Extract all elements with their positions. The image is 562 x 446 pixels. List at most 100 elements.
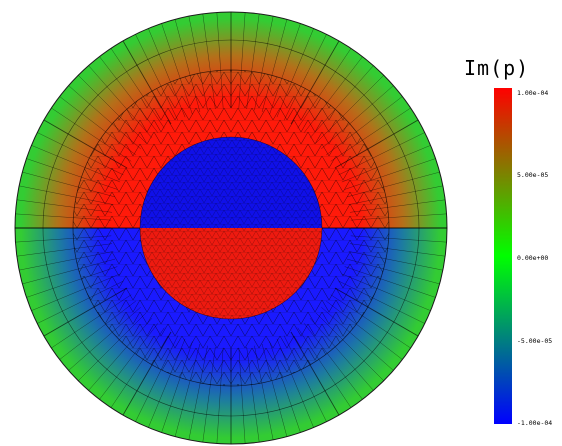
- colorbar-tick-label: 5.00e-05: [517, 171, 549, 179]
- mesh-line: [303, 54, 364, 133]
- mesh-line: [98, 323, 159, 402]
- mesh-line: [309, 318, 375, 393]
- mesh-line: [29, 144, 121, 183]
- mesh-line: [321, 306, 396, 372]
- mesh-line: [121, 331, 172, 418]
- mesh-line: [121, 38, 172, 125]
- mesh-line: [330, 294, 413, 350]
- colorbar-tick-label: -1.00e-04: [517, 419, 553, 427]
- mesh-line: [109, 327, 165, 410]
- mesh-line: [290, 38, 341, 125]
- mesh-line: [98, 54, 159, 133]
- mesh-line: [261, 343, 288, 439]
- mesh-line: [346, 258, 442, 285]
- mesh-line: [15, 243, 113, 257]
- mesh-line: [350, 235, 447, 243]
- mesh-line: [261, 17, 288, 113]
- mesh-line: [350, 213, 447, 221]
- mesh-line: [147, 338, 186, 430]
- mesh-line: [290, 331, 341, 418]
- mesh-line: [297, 327, 353, 410]
- mesh-line: [344, 157, 438, 190]
- mesh-line: [341, 144, 433, 183]
- mesh-line: [348, 251, 445, 271]
- mesh-line: [20, 171, 116, 198]
- mesh-line: [20, 258, 116, 285]
- mesh-line: [109, 46, 165, 129]
- mesh-line: [269, 341, 302, 435]
- mesh-line: [283, 32, 328, 121]
- mesh-line: [49, 106, 132, 162]
- mesh-line: [346, 171, 442, 198]
- mesh-line: [66, 306, 141, 372]
- mesh-line: [188, 345, 208, 442]
- mesh-line: [216, 12, 224, 109]
- mesh-line: [202, 12, 216, 110]
- mesh-line: [35, 280, 124, 325]
- mesh-line: [15, 199, 113, 213]
- mesh-line: [326, 95, 405, 156]
- mesh-line: [349, 199, 447, 213]
- colorbar-title: Im(p): [464, 56, 530, 80]
- mesh-line: [15, 213, 112, 221]
- mesh-line: [330, 106, 413, 162]
- mesh-line: [41, 287, 128, 338]
- mesh-line: [344, 266, 438, 299]
- mesh-line: [17, 251, 114, 271]
- mesh-line: [246, 346, 260, 444]
- mesh-line: [87, 318, 153, 393]
- mesh-line: [147, 26, 186, 118]
- colorbar-tick-label: 1.00e-04: [517, 89, 549, 97]
- mesh-line: [315, 73, 386, 144]
- mesh-line: [174, 17, 201, 113]
- mesh-line: [254, 345, 274, 442]
- mesh-line: [174, 343, 201, 439]
- mesh-line: [338, 280, 427, 325]
- mesh-line: [303, 323, 364, 402]
- mesh-line: [238, 12, 246, 109]
- mesh-line: [216, 347, 224, 444]
- mesh-line: [334, 287, 421, 338]
- mesh-line: [326, 300, 405, 361]
- mesh-line: [334, 118, 421, 169]
- mesh-line: [254, 14, 274, 111]
- mesh-line: [188, 14, 208, 111]
- colorbar: [494, 88, 512, 424]
- mesh-line: [348, 185, 445, 205]
- mesh-line: [276, 26, 315, 118]
- mesh-line: [202, 346, 216, 444]
- mesh-line: [349, 243, 447, 257]
- mesh-line: [76, 73, 147, 144]
- mesh-line: [24, 157, 118, 190]
- colorbar-tick-label: -5.00e-05: [517, 337, 553, 345]
- colorbar-tick-label: 0.00e+00: [517, 254, 549, 262]
- mesh-line: [49, 294, 132, 350]
- mesh-line: [341, 273, 433, 312]
- mesh-line: [160, 341, 193, 435]
- inner-sphere: [139, 136, 323, 320]
- mesh-line: [238, 347, 246, 444]
- mesh-line: [87, 63, 153, 138]
- mesh-line: [269, 21, 302, 115]
- radial-mesh-lines: [15, 12, 447, 444]
- mesh-line: [29, 273, 121, 312]
- mesh-line: [57, 300, 136, 361]
- mesh-line: [276, 338, 315, 430]
- mesh-line: [321, 84, 396, 150]
- mesh-line: [76, 312, 147, 383]
- mesh-line: [309, 63, 375, 138]
- mesh-line: [315, 312, 386, 383]
- mesh-line: [134, 335, 179, 424]
- mesh-line: [338, 131, 427, 176]
- mesh-line: [17, 185, 114, 205]
- mesh-line: [134, 32, 179, 121]
- mesh-line: [297, 46, 353, 129]
- mesh-line: [15, 235, 112, 243]
- mesh-line: [41, 118, 128, 169]
- mesh-line: [35, 131, 124, 176]
- mesh-line: [246, 12, 260, 110]
- mesh-line: [24, 266, 118, 299]
- mesh-line: [283, 335, 328, 424]
- mesh-line: [57, 95, 136, 156]
